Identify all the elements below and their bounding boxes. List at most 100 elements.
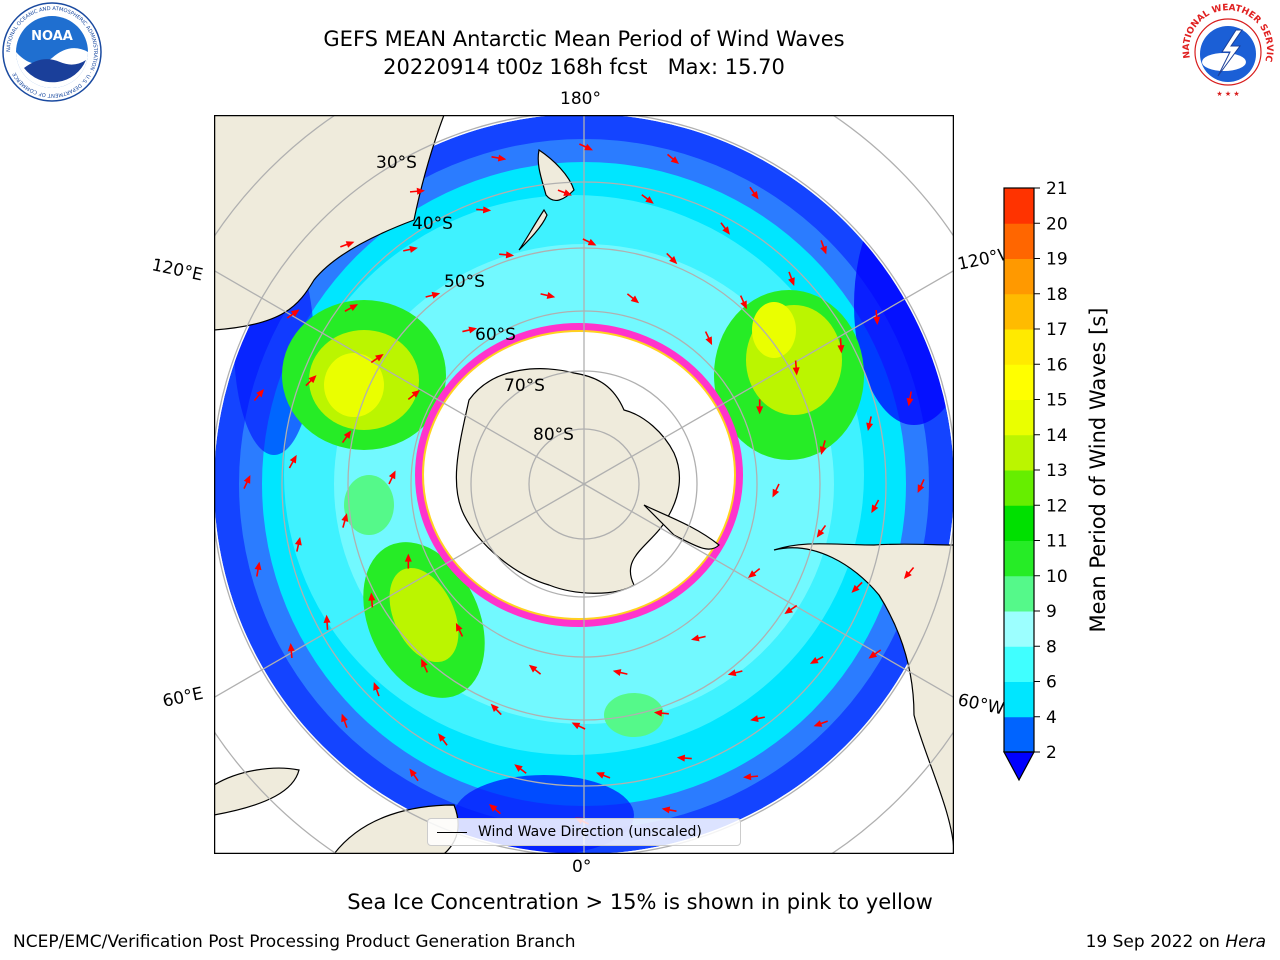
wind-wave-arrow-head bbox=[373, 682, 380, 691]
wind-wave-arrow-head bbox=[514, 764, 523, 772]
generation-date: 19 Sep 2022 on Hera bbox=[1086, 932, 1266, 952]
wind-wave-arrow-head bbox=[868, 651, 878, 659]
colorbar-tick-label: 4 bbox=[1046, 708, 1057, 728]
colorbar-label: Mean Period of Wind Waves [s] bbox=[1086, 307, 1110, 633]
colorbar-tick-label: 18 bbox=[1046, 285, 1068, 305]
polar-map: 30°S 40°S 50°S 60°S 70°S 80°S bbox=[214, 115, 954, 854]
colorbar-tick-label: 16 bbox=[1046, 355, 1068, 375]
wind-wave-arrow-head bbox=[438, 733, 446, 742]
lat-label-70s: 70°S bbox=[504, 376, 545, 396]
colorbar-tick-label: 12 bbox=[1046, 496, 1068, 516]
colorbar-segment bbox=[1004, 611, 1034, 647]
wind-wave-arrow-head bbox=[482, 206, 492, 214]
legend-line-sample bbox=[437, 832, 467, 833]
wind-wave-arrow-head bbox=[421, 658, 428, 668]
wind-wave-arrow-head bbox=[851, 584, 860, 593]
wind-wave-arrow-head bbox=[243, 475, 251, 484]
graticule bbox=[214, 115, 954, 854]
wind-wave-arrow-head bbox=[816, 529, 825, 538]
wind-wave-arrow-head bbox=[917, 484, 925, 493]
colorbar-tick-label: 10 bbox=[1046, 567, 1068, 587]
colorbar-tick-label: 13 bbox=[1046, 461, 1068, 481]
lat-label-30s: 30°S bbox=[376, 153, 417, 173]
wind-wave-arrow-head bbox=[341, 513, 349, 522]
colorbar-tick-label: 17 bbox=[1046, 320, 1068, 340]
wind-wave-arrow-head bbox=[903, 570, 912, 580]
wind-wave-arrow-head bbox=[669, 255, 678, 265]
wind-wave-arrow-head bbox=[653, 709, 663, 717]
title-line-1: GEFS MEAN Antarctic Mean Period of Wind … bbox=[323, 27, 845, 51]
wind-wave-arrow-head bbox=[349, 304, 359, 312]
colorbar-extend-triangle bbox=[1002, 751, 1036, 782]
lon-label-120e: 120°E bbox=[149, 255, 205, 286]
south-america-landmass bbox=[773, 543, 954, 854]
wind-wave-arrow-head bbox=[645, 196, 654, 204]
wind-wave-arrow-head bbox=[676, 754, 686, 762]
colorbar-segment bbox=[1004, 188, 1034, 224]
colorbar-tick-label: 20 bbox=[1046, 214, 1068, 234]
wind-wave-arrow-head bbox=[809, 656, 819, 664]
wind-wave-arrow-head bbox=[612, 669, 622, 676]
wind-wave-arrow-head bbox=[289, 454, 297, 464]
lat-label-50s: 50°S bbox=[444, 272, 485, 292]
colorbar-segment bbox=[1004, 470, 1034, 506]
producer-credit: NCEP/EMC/Verification Post Processing Pr… bbox=[13, 932, 576, 952]
nws-logo: NATIONAL WEATHER SERVICE ★ ★ ★ bbox=[1178, 2, 1276, 100]
wind-wave-arrow-head bbox=[375, 353, 384, 362]
wind-wave-arrow-head bbox=[906, 397, 914, 407]
colorbar-segment bbox=[1004, 716, 1034, 753]
wind-wave-arrow-head bbox=[455, 622, 463, 632]
wind-wave-arrow-head bbox=[772, 488, 780, 498]
wind-wave-arrow-head bbox=[747, 570, 757, 578]
colorbar-segment bbox=[1004, 293, 1034, 330]
lat-label-60s: 60°S bbox=[475, 325, 516, 345]
noaa-logo: NOAA NATIONAL OCEANIC AND ATMOSPHERIC AD… bbox=[2, 2, 102, 102]
wind-wave-arrow-head bbox=[409, 768, 417, 778]
generation-date-text: 19 Sep 2022 on bbox=[1085, 932, 1220, 952]
lat-label-80s: 80°S bbox=[533, 425, 574, 445]
colorbar-segment bbox=[1004, 540, 1034, 577]
wind-wave-arrow-head bbox=[756, 406, 764, 415]
svg-text:NOAA: NOAA bbox=[31, 29, 73, 44]
wind-wave-arrow-head bbox=[294, 536, 302, 546]
wind-wave-arrow-head bbox=[256, 388, 265, 398]
wind-wave-arrow-head bbox=[404, 553, 412, 562]
wind-wave-arrow-head bbox=[468, 326, 478, 334]
colorbar-segment bbox=[1004, 399, 1034, 436]
colorbar-tick-label: 2 bbox=[1046, 743, 1057, 763]
sea-ice-caption: Sea Ice Concentration > 15% is shown in … bbox=[347, 890, 933, 914]
colorbar-segment bbox=[1004, 505, 1034, 541]
colorbar-tick-label: 11 bbox=[1046, 532, 1068, 552]
colorbar-segment bbox=[1004, 646, 1034, 682]
colorbar-tick-label: 21 bbox=[1046, 180, 1068, 199]
colorbar: 2 4 6 8 9 10 11 12 13 14 15 16 17 18 19 20 21 bbox=[1002, 180, 1068, 782]
wind-wave-arrow-head bbox=[490, 703, 499, 713]
colorbar-segment bbox=[1004, 223, 1034, 259]
wind-wave-arrow-head bbox=[409, 245, 418, 253]
wind-wave-arrow-head bbox=[287, 643, 295, 652]
wind-wave-arrow-head bbox=[368, 592, 376, 601]
wind-wave-arrow-head bbox=[587, 238, 597, 246]
lon-label-0: 0° bbox=[572, 857, 592, 877]
colorbar-tick-label: 19 bbox=[1046, 250, 1068, 270]
wind-wave-arrow-head bbox=[546, 292, 556, 299]
wind-wave-arrow-head bbox=[866, 422, 874, 432]
wind-wave-arrow-head bbox=[411, 390, 421, 398]
wind-wave-arrow-head bbox=[528, 664, 538, 673]
sea-ice-edge bbox=[415, 323, 743, 627]
wind-wave-arrow-head bbox=[563, 189, 572, 196]
host-name: Hera bbox=[1225, 932, 1266, 952]
wind-wave-arrow-head bbox=[345, 241, 355, 248]
wind-wave-arrow-head bbox=[820, 245, 827, 255]
wind-wave-arrow-head bbox=[873, 316, 881, 325]
wind-wave-arrow-head bbox=[505, 251, 515, 259]
wind-wave-arrow-head bbox=[871, 504, 879, 514]
colorbar-segment bbox=[1004, 575, 1034, 612]
wind-wave-arrow-head bbox=[740, 300, 747, 310]
wind-wave-arrow-head bbox=[431, 291, 441, 299]
colorbar-tick-label: 15 bbox=[1046, 391, 1068, 411]
wind-wave-arrow-head bbox=[497, 154, 507, 162]
wind-wave-arrow-head bbox=[722, 226, 730, 235]
wind-wave-arrow-head bbox=[750, 715, 759, 723]
wind-wave-arrow-head bbox=[584, 143, 593, 151]
